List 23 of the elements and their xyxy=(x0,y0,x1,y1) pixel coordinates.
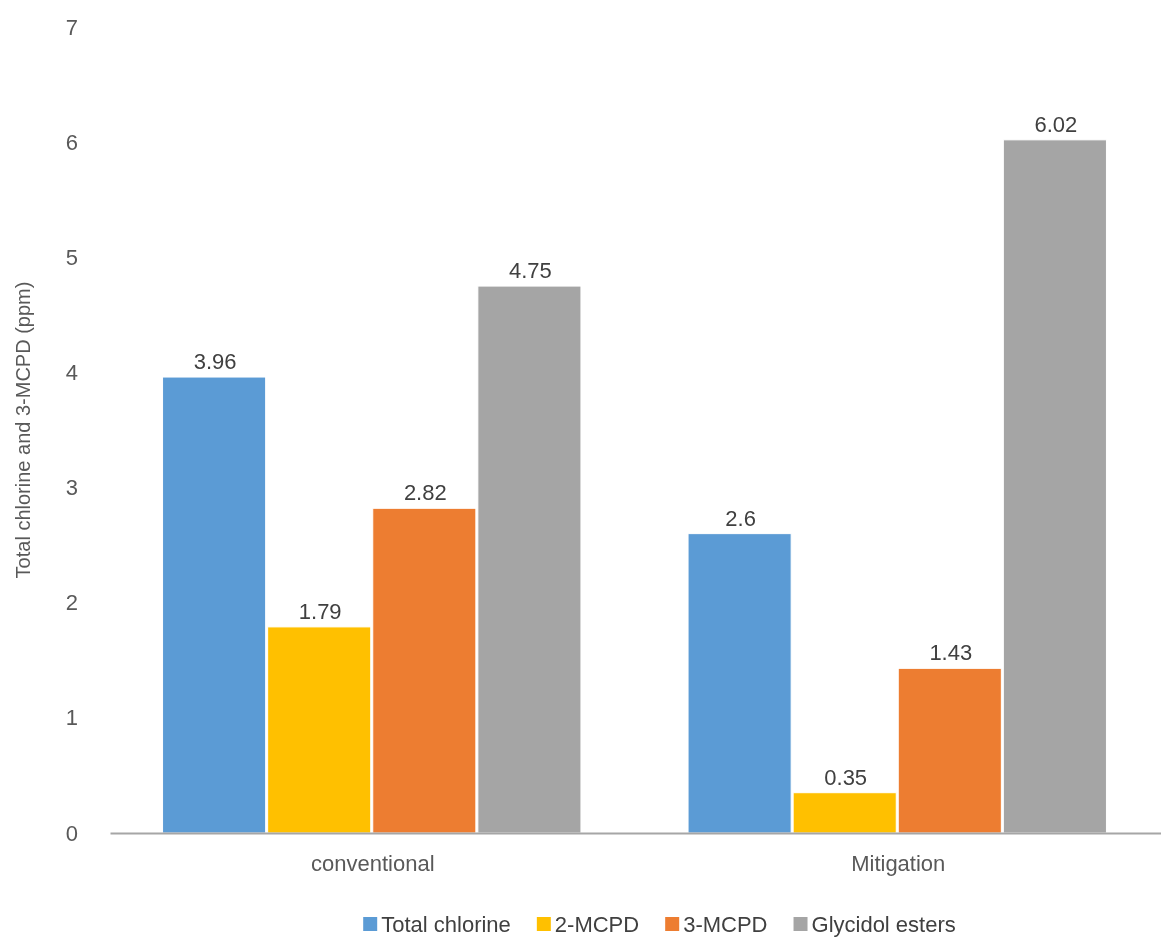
legend-label: 3-MCPD xyxy=(683,912,768,937)
x-tick-label: conventional xyxy=(310,850,435,876)
y-tick-label: 6 xyxy=(65,129,78,155)
data-label: 6.02 xyxy=(1034,111,1078,137)
data-label: 0.35 xyxy=(824,764,868,790)
y-tick-label: 5 xyxy=(65,244,78,270)
data-label: 1.79 xyxy=(298,598,342,624)
y-tick-label: 4 xyxy=(65,359,78,385)
legend-label: Glycidol esters xyxy=(811,912,956,937)
y-tick-label: 7 xyxy=(65,14,78,40)
x-tick-label: Mitigation xyxy=(851,850,946,876)
data-label: 2.6 xyxy=(725,505,756,531)
data-label: 2.82 xyxy=(403,480,447,506)
y-tick-label: 0 xyxy=(65,820,78,846)
legend-label: 2-MCPD xyxy=(554,912,640,937)
data-label: 1.43 xyxy=(929,640,973,666)
legend-label: Total chlorine xyxy=(381,912,511,937)
y-tick-label: 3 xyxy=(65,475,78,501)
data-label: 3.96 xyxy=(193,349,237,375)
y-axis-title: Total chlorine and 3-MCPD (ppm) xyxy=(12,281,34,579)
y-tick-label: 2 xyxy=(65,590,78,616)
y-tick-label: 1 xyxy=(65,705,78,731)
data-label: 4.75 xyxy=(508,258,552,284)
